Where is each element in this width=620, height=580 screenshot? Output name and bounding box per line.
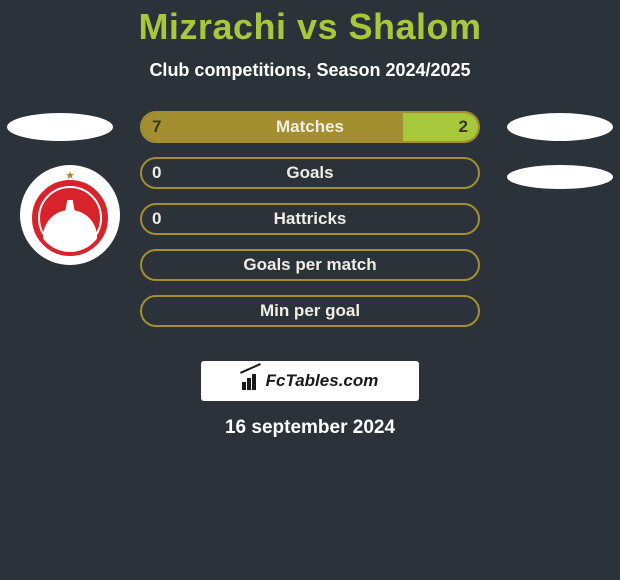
stat-label: Goals per match xyxy=(142,255,478,275)
branding-text: FcTables.com xyxy=(266,371,379,391)
player-ellipse-right-mid xyxy=(507,165,613,189)
player-ellipse-left-top xyxy=(7,113,113,141)
date-text: 16 september 2024 xyxy=(0,417,620,439)
stat-label: Min per goal xyxy=(142,301,478,321)
stat-label: Goals xyxy=(142,163,478,183)
stat-label: Matches xyxy=(142,117,478,137)
player-ellipse-right-top xyxy=(507,113,613,141)
page-title: Mizrachi vs Shalom xyxy=(0,6,620,48)
stat-row-hattricks: Hattricks0 xyxy=(140,203,480,235)
branding-box: FcTables.com xyxy=(201,361,419,401)
bar-chart-icon xyxy=(242,372,262,390)
club-badge-left: ★ xyxy=(20,165,120,265)
stat-value-left: 0 xyxy=(152,163,161,183)
stat-row-matches: Matches7 2 xyxy=(140,111,480,143)
infographic-root: Mizrachi vs Shalom Club competitions, Se… xyxy=(0,0,620,439)
stat-value-right: 2 xyxy=(459,117,468,137)
stat-row-goals-per-match: Goals per match xyxy=(140,249,480,281)
stat-value-left: 0 xyxy=(152,209,161,229)
stat-row-min-per-goal: Min per goal xyxy=(140,295,480,327)
stat-label: Hattricks xyxy=(142,209,478,229)
club-badge-inner xyxy=(32,180,108,256)
soccer-ball-icon xyxy=(43,210,97,256)
stats-area: ★ Matches72Goals0Hattricks0Goals per mat… xyxy=(0,111,620,351)
stat-value-left: 7 xyxy=(152,117,161,137)
page-subtitle: Club competitions, Season 2024/2025 xyxy=(0,60,620,81)
stat-row-goals: Goals0 xyxy=(140,157,480,189)
